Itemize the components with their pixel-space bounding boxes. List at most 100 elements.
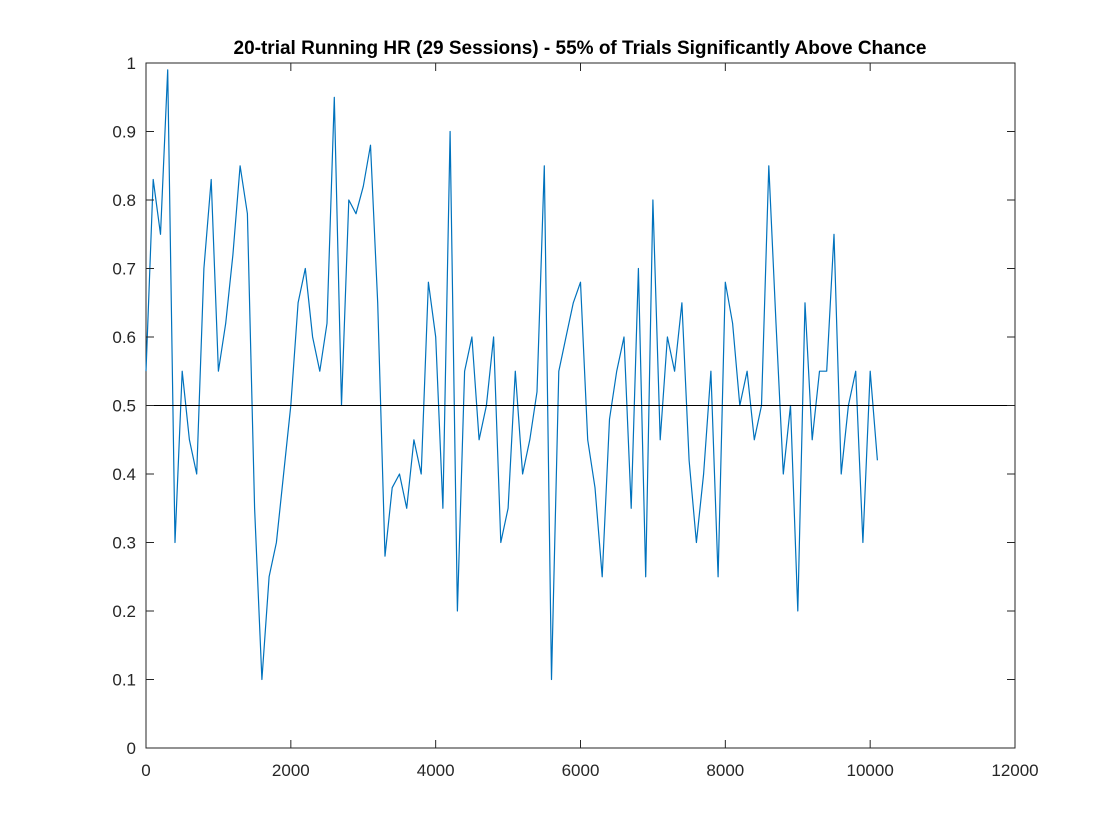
x-tick-label: 12000 [991, 761, 1038, 780]
x-tick-label: 4000 [417, 761, 455, 780]
y-tick-label: 0.8 [112, 191, 136, 210]
y-tick-label: 0.4 [112, 465, 136, 484]
data-point [862, 542, 863, 543]
data-point [522, 473, 523, 474]
data-point [174, 542, 175, 543]
data-point [218, 371, 219, 372]
data-point [203, 268, 204, 269]
data-point [732, 323, 733, 324]
data-point [565, 336, 566, 337]
y-tick-label: 0.2 [112, 602, 136, 621]
data-point [225, 323, 226, 324]
data-point [529, 439, 530, 440]
data-point [638, 268, 639, 269]
data-point [768, 165, 769, 166]
data-point [696, 542, 697, 543]
x-tick-label: 0 [141, 761, 150, 780]
data-point [718, 576, 719, 577]
y-tick-label: 0 [127, 739, 136, 758]
data-point [645, 576, 646, 577]
data-point [254, 508, 255, 509]
data-point [536, 391, 537, 392]
data-point [355, 213, 356, 214]
data-point [145, 371, 146, 372]
data-point [725, 282, 726, 283]
data-point [681, 302, 682, 303]
data-point [261, 679, 262, 680]
data-point [479, 439, 480, 440]
data-point [377, 302, 378, 303]
data-point [826, 371, 827, 372]
x-tick-label: 10000 [847, 761, 894, 780]
series-layer [145, 69, 878, 681]
data-point [515, 371, 516, 372]
x-tick-label: 8000 [706, 761, 744, 780]
data-point [660, 439, 661, 440]
data-point [804, 302, 805, 303]
data-point [747, 371, 748, 372]
data-point [689, 460, 690, 461]
y-tick-label: 0.3 [112, 534, 136, 553]
x-tick-label: 2000 [272, 761, 310, 780]
x-tick-label: 6000 [562, 761, 600, 780]
data-point [551, 679, 552, 680]
data-point [558, 371, 559, 372]
data-point [775, 323, 776, 324]
data-point [631, 508, 632, 509]
data-point [500, 542, 501, 543]
data-point [269, 576, 270, 577]
data-point [196, 473, 197, 474]
data-point [167, 69, 168, 70]
data-point [609, 419, 610, 420]
data-point [812, 439, 813, 440]
data-point [312, 336, 313, 337]
data-point [450, 131, 451, 132]
data-point [232, 254, 233, 255]
data-point [544, 165, 545, 166]
data-point [421, 473, 422, 474]
data-point [855, 371, 856, 372]
data-point [298, 302, 299, 303]
data-point [493, 336, 494, 337]
data-point [384, 556, 385, 557]
data-point [283, 473, 284, 474]
data-point [160, 234, 161, 235]
data-point [573, 302, 574, 303]
data-point [305, 268, 306, 269]
y-tick-label: 0.5 [112, 397, 136, 416]
data-point [754, 439, 755, 440]
data-point [334, 97, 335, 98]
data-point [247, 213, 248, 214]
data-point [703, 473, 704, 474]
data-point [870, 371, 871, 372]
chart-title: 20-trial Running HR (29 Sessions) - 55% … [234, 38, 927, 59]
data-point [783, 473, 784, 474]
data-point [348, 199, 349, 200]
y-tick-label: 0.6 [112, 328, 136, 347]
data-point [413, 439, 414, 440]
data-point [276, 542, 277, 543]
data-point [877, 460, 878, 461]
data-point [616, 371, 617, 372]
data-point [841, 473, 842, 474]
y-tick-label: 0.7 [112, 260, 136, 279]
data-point [153, 179, 154, 180]
data-point [319, 371, 320, 372]
data-point [326, 323, 327, 324]
data-point [471, 336, 472, 337]
data-point [182, 371, 183, 372]
data-point [370, 145, 371, 146]
data-point [623, 336, 624, 337]
data-point [674, 371, 675, 372]
data-point [710, 371, 711, 372]
data-point [399, 473, 400, 474]
data-point [819, 371, 820, 372]
y-tick-label: 0.1 [112, 671, 136, 690]
y-tick-label: 1 [127, 54, 136, 73]
data-point [580, 282, 581, 283]
data-point [435, 336, 436, 337]
data-point [406, 508, 407, 509]
data-point [833, 234, 834, 235]
